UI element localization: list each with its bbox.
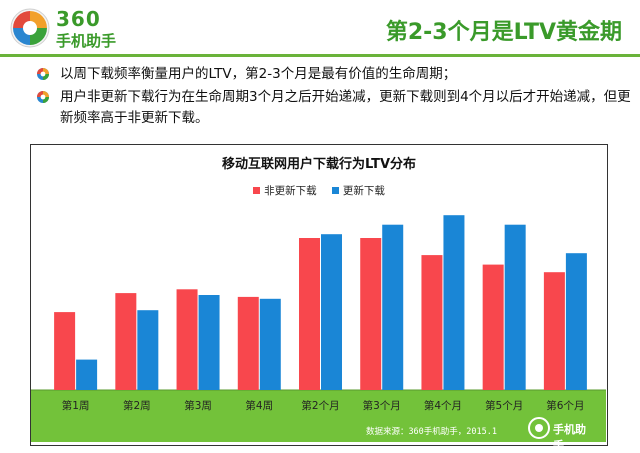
- 360-logo-icon: [10, 8, 50, 48]
- bullet-icon: [37, 68, 49, 80]
- bar-update: [565, 253, 587, 390]
- legend-item-non-update: 非更新下载: [253, 183, 317, 198]
- bar-non-update: [299, 238, 320, 390]
- bullet-item: 以周下载频率衡量用户的LTV，第2-3个月是最有价值的生命周期；: [36, 64, 632, 85]
- bar-update: [198, 295, 220, 390]
- chart-title: 移动互联网用户下载行为LTV分布: [221, 157, 417, 172]
- chart-legend: 非更新下载 更新下载: [31, 183, 607, 198]
- bar-non-update: [176, 289, 198, 390]
- bar-non-update: [54, 312, 76, 390]
- bar-update: [76, 359, 98, 390]
- bar-update: [382, 224, 404, 390]
- bullet-list: 以周下载频率衡量用户的LTV，第2-3个月是最有价值的生命周期； 用户非更新下载…: [36, 64, 632, 131]
- bar-chart: 第1周 第2周 第3周 第4周 第2个月 第3个月 第4个月 第5个月 第6个月: [31, 215, 606, 442]
- bar-non-update: [543, 272, 565, 390]
- bar-update: [259, 298, 281, 390]
- x-tick-label: 第3个月: [363, 399, 401, 412]
- bar-non-update: [421, 255, 443, 390]
- title-divider: [0, 54, 640, 57]
- footer-logo: 手机助手: [527, 415, 593, 452]
- legend-swatch-non-update: [253, 187, 261, 194]
- x-tick-label: 第4周: [245, 399, 273, 412]
- brand-logo: 360 手机助手: [8, 6, 148, 50]
- x-tick-label: 第3周: [184, 399, 212, 412]
- x-tick-label: 第5个月: [485, 399, 523, 412]
- bullet-text: 用户非更新下载行为在生命周期3个月之后开始递减，更新下载则到4个月以后才开始递减…: [60, 89, 631, 126]
- x-tick-label: 第1周: [62, 399, 90, 412]
- chart-frame: 第1周 第2周 第3周 第4周 第2个月 第3个月 第4个月 第5个月 第6个月 移动互联网用户…: [30, 144, 608, 452]
- legend-item-update: 更新下载: [331, 183, 385, 198]
- bar-update: [443, 215, 465, 390]
- slide-title: 第2-3个月是LTV黄金期: [385, 20, 622, 45]
- bar-update: [321, 234, 342, 390]
- bar-update: [504, 224, 526, 390]
- bar-non-update: [237, 296, 259, 390]
- footer-logo-name: 手机助手: [553, 423, 586, 452]
- x-tick-label: 第4个月: [424, 399, 462, 412]
- bar-update: [137, 310, 159, 390]
- bar-non-update: [115, 293, 137, 390]
- x-tick-label: 第2个月: [301, 399, 339, 412]
- x-tick-label: 第2周: [123, 399, 151, 412]
- legend-label-update: 更新下载: [342, 185, 385, 197]
- brand-number: 360: [56, 7, 101, 31]
- category-band: [31, 390, 606, 442]
- bullet-icon: [37, 91, 49, 103]
- 360-logo-icon: [528, 417, 550, 439]
- x-tick-label: 第6个月: [546, 399, 584, 412]
- data-source-note: 数据来源：360手机助手，2015.1: [365, 427, 497, 437]
- bullet-text: 以周下载频率衡量用户的LTV，第2-3个月是最有价值的生命周期；: [60, 66, 457, 82]
- bar-non-update: [482, 264, 504, 390]
- bullet-item: 用户非更新下载行为在生命周期3个月之后开始递减，更新下载则到4个月以后才开始递减…: [36, 87, 632, 129]
- bar-non-update: [360, 238, 382, 390]
- legend-label-non-update: 非更新下载: [264, 185, 317, 197]
- legend-swatch-update: [331, 187, 339, 194]
- brand-name: 手机助手: [56, 32, 117, 50]
